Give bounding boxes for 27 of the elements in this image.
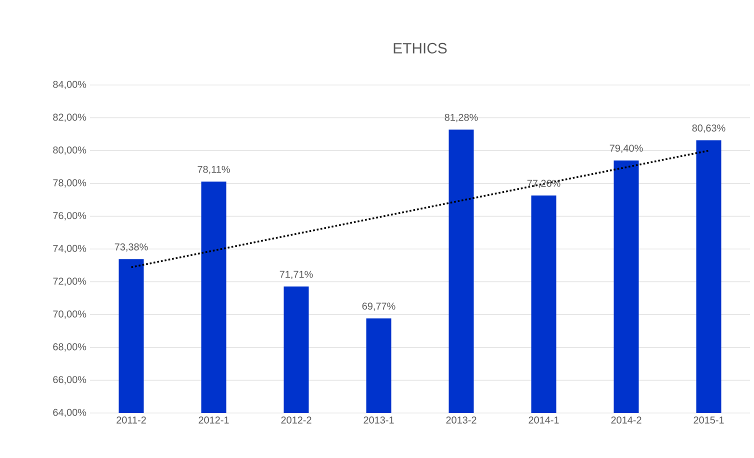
y-tick-label: 76,00%: [53, 212, 86, 220]
y-tick-label: 70,00%: [53, 310, 86, 319]
data-label: 73,38%: [114, 243, 148, 252]
x-tick-label: 2013-2: [446, 416, 476, 424]
y-tick-label: 82,00%: [53, 114, 86, 122]
x-tick-label: 2013-1: [364, 416, 394, 424]
y-tick-label: 68,00%: [53, 343, 86, 352]
x-tick-label: 2014-2: [611, 416, 642, 424]
data-label: 80,63%: [692, 124, 726, 133]
y-tick-label: 74,00%: [53, 244, 86, 254]
y-tick-label: 80,00%: [53, 146, 86, 155]
y-tick-label: 84,00%: [53, 80, 86, 90]
x-tick-label: 2015-1: [694, 416, 724, 424]
x-tick-label: 2011-2: [116, 416, 146, 424]
x-tick-label: 2014-1: [528, 416, 559, 424]
data-label: 78,11%: [198, 166, 230, 174]
x-tick-label: 2012-2: [281, 416, 312, 424]
y-tick-label: 66,00%: [53, 376, 86, 384]
x-tick-label: 2012-1: [198, 416, 229, 424]
y-tick-label: 78,00%: [53, 179, 86, 188]
data-label: 71,71%: [280, 270, 313, 280]
data-label: 79,40%: [610, 144, 643, 153]
data-label: 69,77%: [362, 302, 396, 311]
data-label: 81,28%: [444, 114, 478, 122]
chart-title: ETHICS: [394, 42, 447, 54]
y-tick-label: 72,00%: [53, 278, 86, 286]
y-tick-label: 64,00%: [53, 408, 86, 418]
